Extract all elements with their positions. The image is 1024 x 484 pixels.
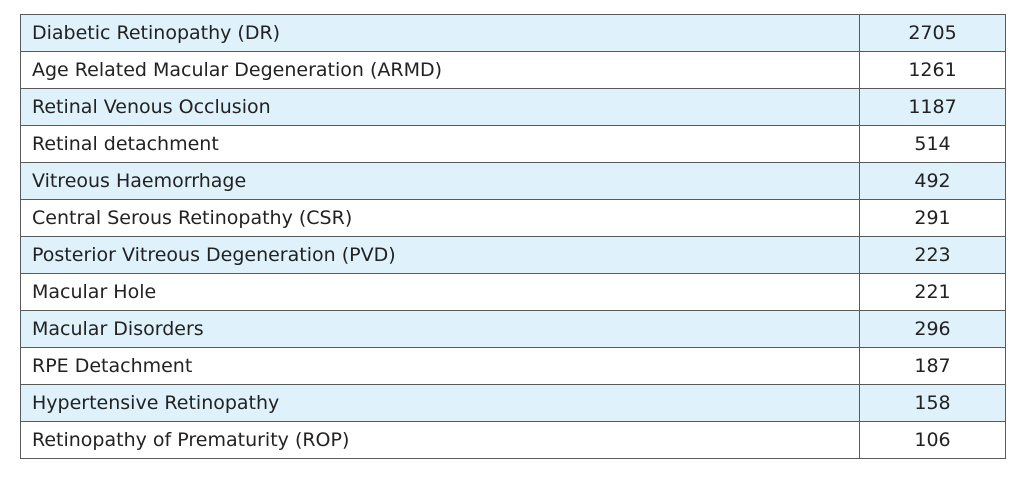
count-cell: 1261	[859, 51, 1006, 89]
count-cell: 514	[859, 125, 1006, 163]
table-row: Central Serous Retinopathy (CSR) 291	[20, 199, 1006, 237]
condition-cell: Diabetic Retinopathy (DR)	[20, 14, 860, 52]
condition-cell: Central Serous Retinopathy (CSR)	[20, 199, 860, 237]
retinal-conditions-table: Diabetic Retinopathy (DR) 2705 Age Relat…	[20, 14, 1006, 459]
count-cell: 492	[859, 162, 1006, 200]
count-cell: 223	[859, 236, 1006, 274]
count-cell: 187	[859, 347, 1006, 385]
condition-cell: RPE Detachment	[20, 347, 860, 385]
table-row: Retinal detachment 514	[20, 125, 1006, 163]
table-row: Retinopathy of Prematurity (ROP) 106	[20, 421, 1006, 459]
condition-cell: Retinal detachment	[20, 125, 860, 163]
count-cell: 221	[859, 273, 1006, 311]
table-row: Vitreous Haemorrhage 492	[20, 162, 1006, 200]
condition-cell: Vitreous Haemorrhage	[20, 162, 860, 200]
table-row: Diabetic Retinopathy (DR) 2705	[20, 14, 1006, 52]
table-row: RPE Detachment 187	[20, 347, 1006, 385]
table-row: Retinal Venous Occlusion 1187	[20, 88, 1006, 126]
count-cell: 106	[859, 421, 1006, 459]
table-body: Diabetic Retinopathy (DR) 2705 Age Relat…	[20, 14, 1006, 459]
table-row: Hypertensive Retinopathy 158	[20, 384, 1006, 422]
count-cell: 158	[859, 384, 1006, 422]
table-row: Posterior Vitreous Degeneration (PVD) 22…	[20, 236, 1006, 274]
condition-cell: Retinal Venous Occlusion	[20, 88, 860, 126]
count-cell: 296	[859, 310, 1006, 348]
condition-cell: Age Related Macular Degeneration (ARMD)	[20, 51, 860, 89]
table-row: Age Related Macular Degeneration (ARMD) …	[20, 51, 1006, 89]
condition-cell: Macular Hole	[20, 273, 860, 311]
condition-cell: Posterior Vitreous Degeneration (PVD)	[20, 236, 860, 274]
condition-cell: Retinopathy of Prematurity (ROP)	[20, 421, 860, 459]
count-cell: 2705	[859, 14, 1006, 52]
count-cell: 1187	[859, 88, 1006, 126]
table-row: Macular Disorders 296	[20, 310, 1006, 348]
count-cell: 291	[859, 199, 1006, 237]
condition-cell: Macular Disorders	[20, 310, 860, 348]
condition-cell: Hypertensive Retinopathy	[20, 384, 860, 422]
table-row: Macular Hole 221	[20, 273, 1006, 311]
